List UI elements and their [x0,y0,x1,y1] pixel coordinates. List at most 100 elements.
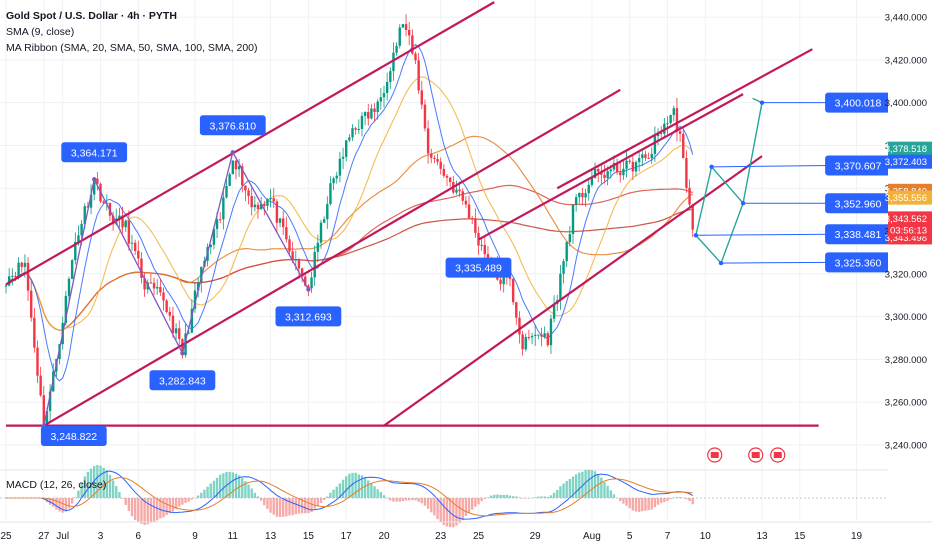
projection-label: 3,400.018 [835,98,882,110]
candle-body [569,234,571,242]
macd-histogram-bar [490,496,492,498]
candle-body [273,198,275,201]
macd-histogram-bar [657,498,659,505]
candle-body [282,218,284,227]
candle-body [244,186,246,191]
candle-body [433,158,435,159]
candle-body [673,108,675,115]
x-tick-label: Aug [583,531,601,542]
candle-body [21,263,23,267]
ma-50-line [6,136,693,330]
candle-body [512,279,514,302]
macd-histogram-bar [625,498,627,506]
event-flag-icon-fill [774,452,782,458]
candle-body [235,161,237,169]
macd-histogram-bar [62,498,64,513]
macd-histogram-bar [392,498,394,502]
x-tick-label: 10 [700,531,712,542]
macd-histogram-bar [77,491,79,498]
candle-body [17,263,19,278]
candle-body [449,178,451,182]
x-tick-label: 9 [192,531,198,542]
candle-body [559,274,561,300]
candle-body [134,243,136,251]
macd-histogram-bar [336,487,338,498]
zigzag-point [306,287,310,291]
candle-body [682,134,684,158]
macd-histogram-bar [219,475,221,498]
macd-legend[interactable]: MACD (12, 26, close) [6,479,106,491]
macd-histogram-bar [499,495,501,498]
projection-connector [721,262,830,263]
macd-histogram-bar [550,495,552,498]
macd-histogram-bar [332,490,334,498]
macd-histogram-bar [575,474,577,498]
macd-histogram-bar [509,496,511,498]
candle-body [172,316,174,334]
macd-histogram-bar [566,481,568,498]
sma-legend[interactable]: SMA (9, close) [6,26,74,38]
swing-label: 3,335.489 [455,263,502,275]
candle-body [430,154,432,158]
candle-body [521,334,523,349]
macd-histogram-bar [654,498,656,507]
candle-body [525,337,527,349]
candle-body [323,219,325,223]
candle-body [474,218,476,233]
candle-body [348,137,350,140]
candle-body [654,136,656,154]
macd-histogram-bar [125,498,127,505]
candle-body [320,223,322,243]
candle-body [635,162,637,171]
x-tick-label: 20 [378,531,390,542]
macd-histogram-bar [651,498,653,509]
macd-histogram-bar [358,474,360,498]
candle-body [644,154,646,158]
candle-body [547,333,549,345]
candle-body [443,169,445,176]
projection-label: 3,325.360 [835,257,882,269]
macd-histogram-bar [603,482,605,498]
candle-body [446,176,448,178]
macd-histogram-bar [147,498,149,524]
candle-body [159,287,161,292]
candle-body [566,242,568,261]
candle-body [377,102,379,112]
macd-histogram-bar [421,498,423,503]
ribbon-legend[interactable]: MA Ribbon (SMA, 20, SMA, 50, SMA, 100, S… [6,42,258,54]
macd-histogram-bar [635,498,637,511]
zigzag-point [180,351,184,355]
candle-body [128,221,130,244]
candle-body [685,158,687,188]
price-tag: 3,378.518 [885,144,927,155]
macd-histogram-bar [222,473,224,498]
macd-histogram-bar [203,490,205,498]
macd-histogram-bar [200,493,202,498]
candle-body [647,158,649,159]
projection-label: 3,352.960 [835,198,882,210]
macd-histogram-bar [377,489,379,498]
candle-body [515,302,517,317]
macd-histogram-bar [194,498,196,499]
macd-histogram-bar [241,478,243,498]
macd-histogram-bar [153,498,155,522]
projection-path [696,167,743,235]
macd-histogram-bar [613,494,615,498]
candle-body [27,263,29,291]
candle-body [364,112,366,116]
macd-histogram-bar [688,498,690,501]
macd-histogram-bar [320,498,322,503]
candle-body [351,128,353,137]
macd-histogram-bar [395,498,397,502]
macd-histogram-bar [569,479,571,498]
macd-histogram-bar [206,487,208,498]
x-tick-label: Jul [56,531,69,542]
x-tick-label: 11 [228,531,239,542]
candle-body [641,154,643,158]
macd-histogram-bar [197,496,199,498]
candle-body [370,108,372,118]
x-tick-label: 3 [98,531,104,542]
macd-histogram-bar [632,498,634,511]
candle-body [499,280,501,285]
